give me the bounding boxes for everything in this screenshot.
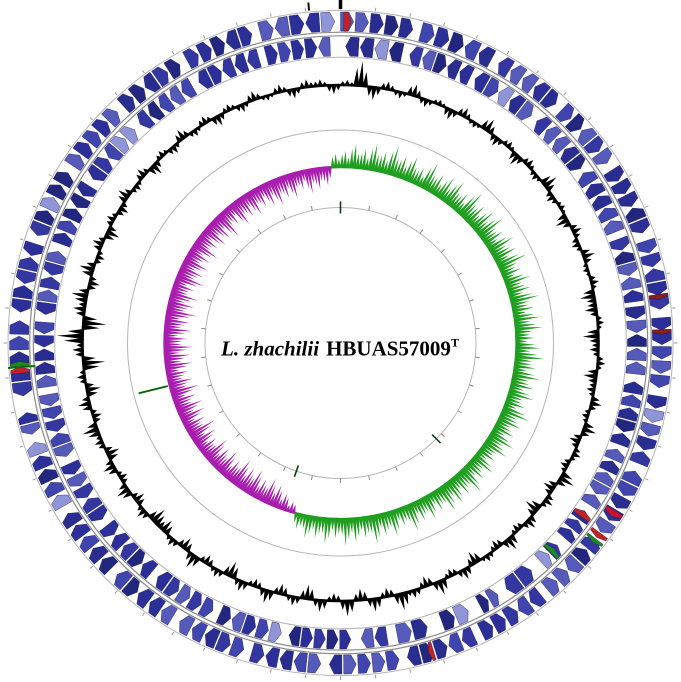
cds-reverse-ring bbox=[34, 36, 647, 650]
organism-strain: HBUAS57009 bbox=[326, 336, 451, 361]
backbone-circles bbox=[7, 10, 674, 676]
ruler-ticks bbox=[3, 6, 678, 680]
organism-species: L. zhachilii bbox=[221, 336, 320, 361]
gc-content-ring bbox=[56, 61, 606, 617]
gc-skew-ring bbox=[163, 143, 545, 546]
origin-marker bbox=[307, 0, 343, 11]
special-features bbox=[9, 11, 672, 661]
organism-label: L. zhachilii HBUAS57009T bbox=[221, 335, 459, 362]
type-strain-superscript: T bbox=[450, 335, 459, 350]
